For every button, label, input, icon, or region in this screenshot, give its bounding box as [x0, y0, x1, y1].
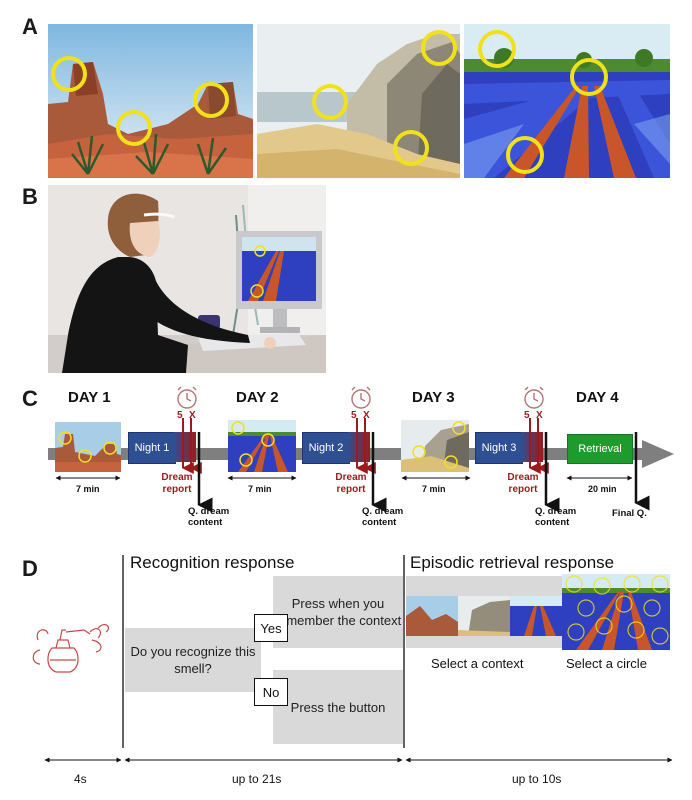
lavender-circle-3: [506, 136, 544, 174]
cliff-circle-2: [421, 30, 457, 66]
circle-selection-painting: [562, 574, 670, 650]
yes-box: Yes: [254, 614, 288, 642]
duration-3: 7 min: [422, 484, 446, 494]
duration-4: 20 min: [588, 484, 617, 494]
cliff-circle-1: [312, 84, 348, 120]
select-context-label: Select a context: [431, 656, 524, 671]
desert-circle-3: [193, 82, 229, 118]
select-circle-label: Select a circle: [566, 656, 647, 671]
duration-2: 7 min: [248, 484, 272, 494]
clock3-5: 5: [524, 410, 530, 421]
day-1-label: DAY 1: [68, 389, 111, 406]
panel-a-label: A: [22, 14, 38, 39]
dream-report-3: Dream report: [507, 472, 539, 495]
lavender-circle-1: [478, 30, 516, 68]
time-21s: up to 21s: [232, 772, 282, 786]
q-dream-2: Q. dream content: [362, 506, 404, 528]
time-4s: 4s: [74, 772, 87, 786]
episodic-heading: Episodic retrieval response: [410, 553, 615, 572]
dream-report-2: Dream report: [335, 472, 367, 495]
retrieval-box: Retrieval: [567, 434, 633, 464]
day-4-label: DAY 4: [576, 389, 619, 406]
panel-c-label: C: [22, 386, 38, 411]
cliff-circle-3: [393, 130, 429, 166]
clock2-x: X: [363, 410, 370, 421]
q-dream-1: Q. dream content: [188, 506, 230, 528]
clock2-5: 5: [351, 410, 357, 421]
day-3-label: DAY 3: [412, 389, 455, 406]
cliff-painting: [257, 24, 460, 178]
question-box: Do you recognize this smell?: [125, 628, 261, 692]
clock1-x: X: [189, 410, 196, 421]
day2-thumbnail: [228, 420, 296, 472]
night-1-box: Night 1: [128, 432, 176, 464]
dream-report-1: Dream report: [161, 472, 193, 495]
participant-photo: [48, 185, 326, 373]
final-q: Final Q.: [612, 508, 647, 519]
desert-circle-1: [51, 56, 87, 92]
night-3-box: Night 3: [475, 432, 523, 464]
day1-thumbnail: [55, 422, 121, 472]
time-10s: up to 10s: [512, 772, 562, 786]
no-box: No: [254, 678, 288, 706]
desert-circle-2: [116, 110, 152, 146]
night-2-box: Night 2: [302, 432, 350, 464]
clock1-5: 5: [177, 410, 183, 421]
day3-thumbnail: [401, 420, 469, 472]
duration-1: 7 min: [76, 484, 100, 494]
day-2-label: DAY 2: [236, 389, 279, 406]
panel-b-label: B: [22, 184, 38, 209]
press-button-box: Press the button: [273, 670, 403, 744]
panel-d-label: D: [22, 556, 38, 581]
q-dream-3: Q. dream content: [535, 506, 577, 528]
clock3-x: X: [536, 410, 543, 421]
context-strip: [406, 596, 562, 636]
lavender-painting: [464, 24, 670, 178]
desert-painting: [48, 24, 253, 178]
lavender-circle-2: [570, 58, 608, 96]
recognition-heading: Recognition response: [130, 553, 295, 572]
remember-box: Press when you remember the context: [273, 576, 403, 648]
